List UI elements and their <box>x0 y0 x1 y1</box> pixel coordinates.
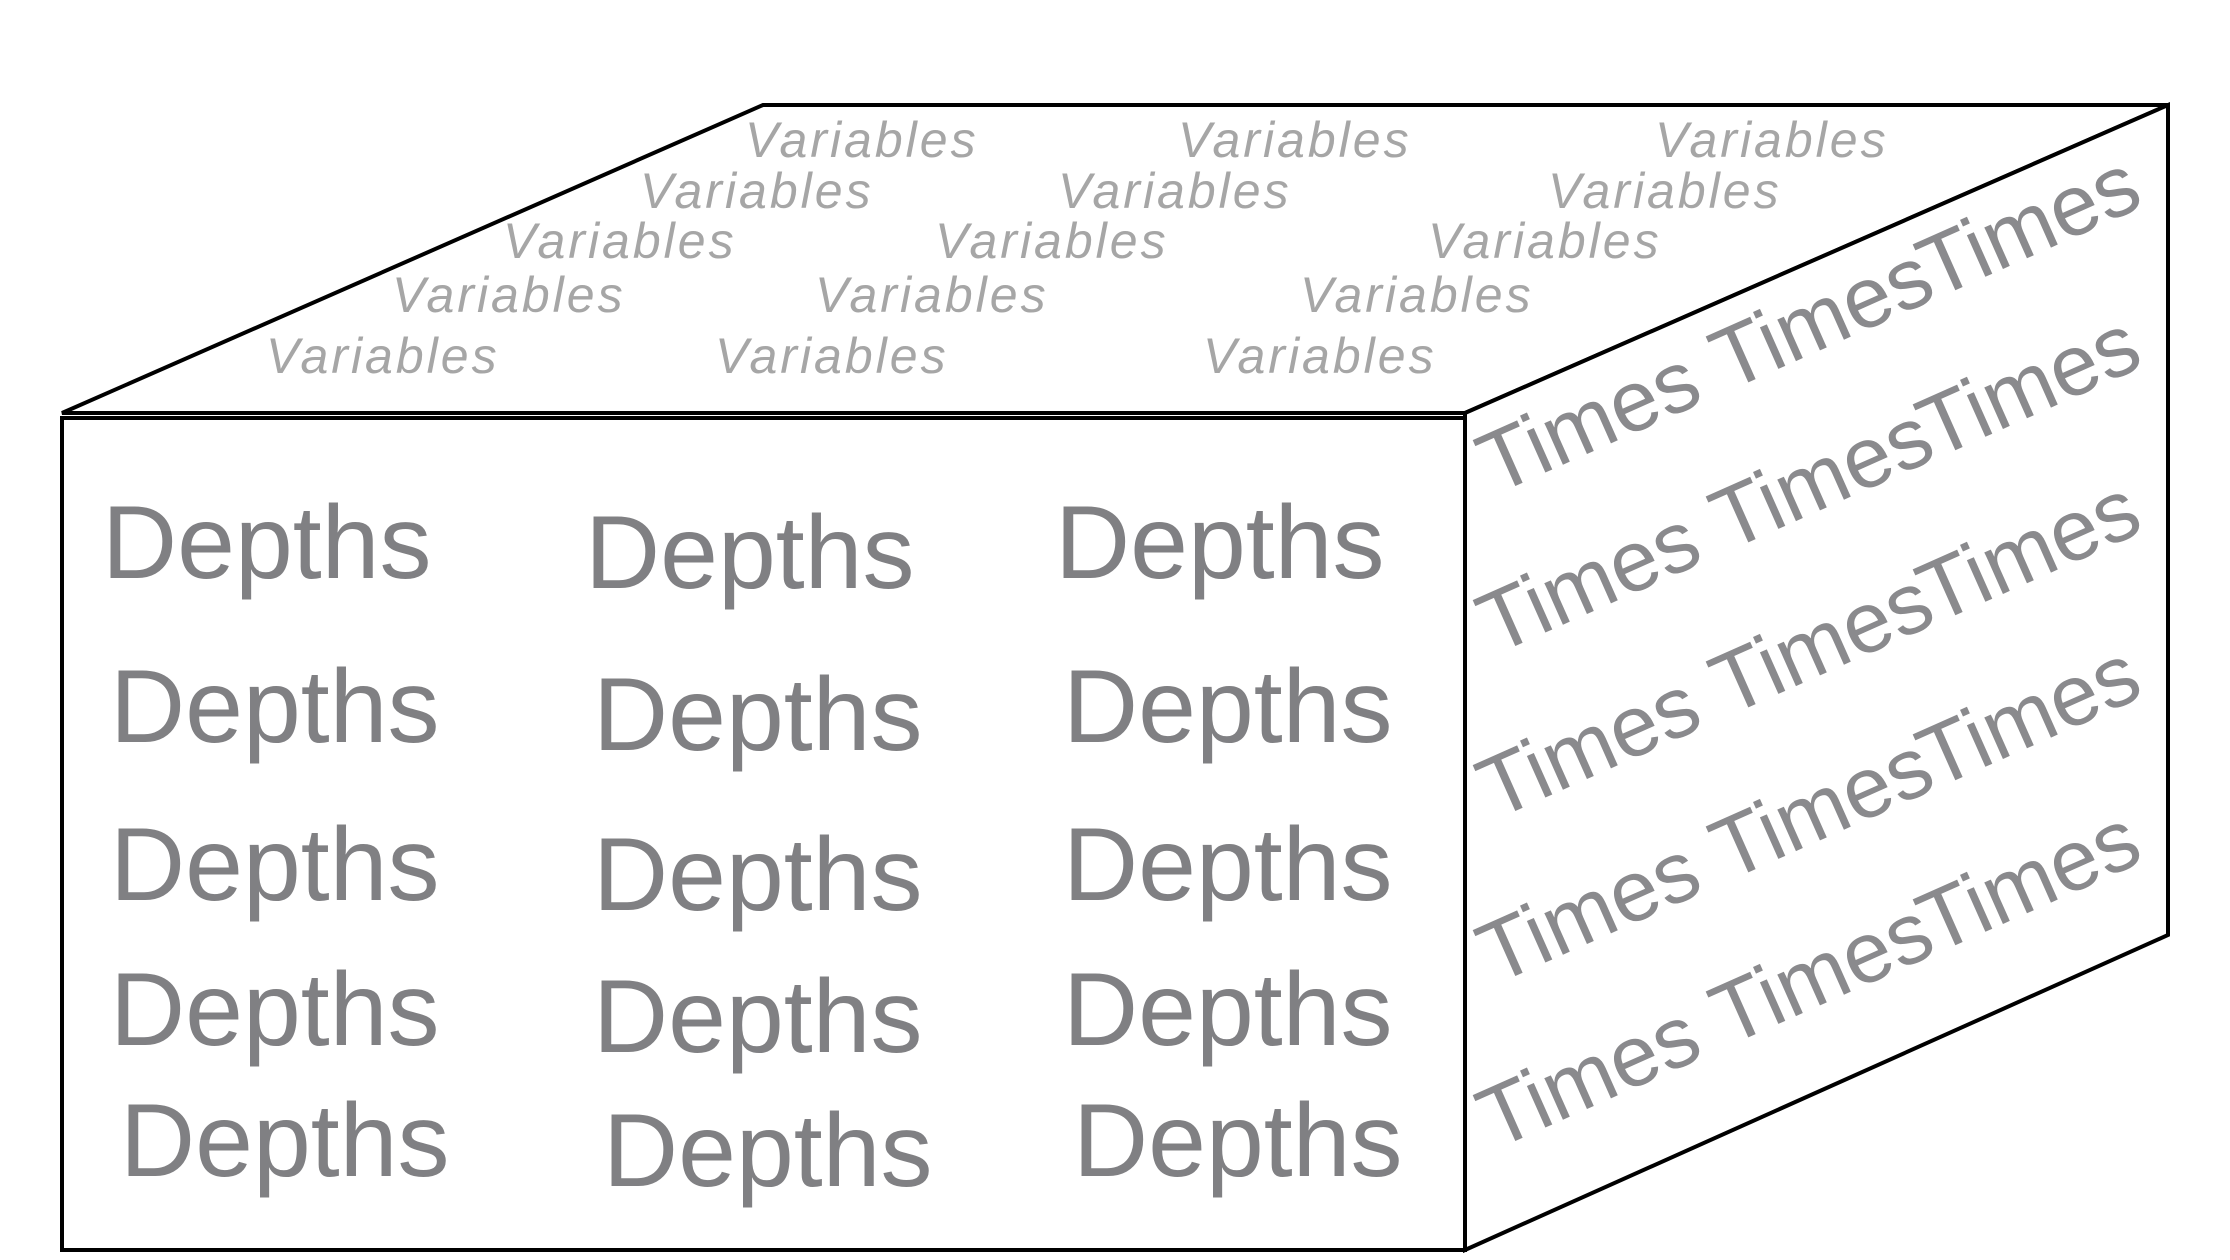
front-face <box>60 416 1467 1252</box>
depths-label: Depths <box>593 657 923 773</box>
depths-label: Depths <box>603 1093 933 1209</box>
variables-label: Variables <box>715 328 949 384</box>
variables-label: Variables <box>392 267 626 323</box>
depths-label: Depths <box>1063 649 1393 765</box>
depths-label: Depths <box>110 649 440 765</box>
variables-label: Variables <box>1428 213 1662 269</box>
variables-label: Variables <box>815 267 1049 323</box>
depths-label: Depths <box>593 817 923 933</box>
variables-label: Variables <box>640 163 874 219</box>
front-face-depths-labels: Depths Depths Depths Depths Depths Depths Dept… <box>102 485 1403 1209</box>
variables-label: Variables <box>935 213 1169 269</box>
depths-label: Depths <box>110 952 440 1068</box>
depths-label: Depths <box>110 807 440 923</box>
depths-label: Depths <box>1055 485 1385 601</box>
variables-label: Variables <box>1178 112 1412 168</box>
variables-label: Variables <box>1548 163 1782 219</box>
variables-label: Variables <box>1058 163 1292 219</box>
variables-label: Variables <box>745 112 979 168</box>
variables-label: Variables <box>1300 267 1534 323</box>
depths-label: Depths <box>120 1083 450 1199</box>
depths-label: Depths <box>1063 807 1393 923</box>
variables-label: Variables <box>1203 328 1437 384</box>
depths-label: Depths <box>1063 952 1393 1068</box>
variables-label: Variables <box>266 328 500 384</box>
depths-label: Depths <box>593 959 923 1075</box>
variables-label: Variables <box>503 213 737 269</box>
depths-label: Depths <box>102 485 432 601</box>
depths-label: Depths <box>585 495 915 611</box>
depths-label: Depths <box>1073 1083 1403 1199</box>
variables-label: Variables <box>1655 112 1889 168</box>
